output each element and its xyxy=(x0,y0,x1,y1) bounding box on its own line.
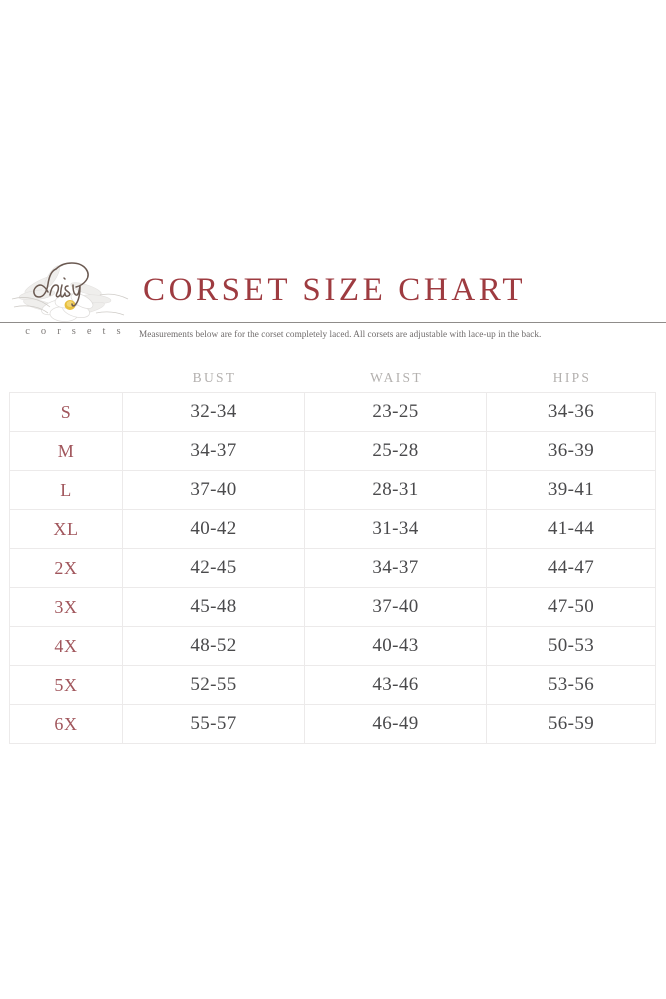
table-row: M 34-37 25-28 36-39 xyxy=(9,431,656,471)
cell-bust: 34-37 xyxy=(122,431,305,471)
cell-size: 6X xyxy=(9,704,123,744)
cell-hips: 53-56 xyxy=(486,665,656,705)
table-header: BUST WAIST HIPS xyxy=(10,363,656,393)
brand-wordmark: c o r s e t s xyxy=(25,326,125,337)
cell-waist: 23-25 xyxy=(304,392,487,432)
cell-bust: 37-40 xyxy=(122,470,305,510)
cell-size: M xyxy=(9,431,123,471)
cell-hips: 56-59 xyxy=(486,704,656,744)
column-header-waist: WAIST xyxy=(370,369,423,385)
cell-waist: 28-31 xyxy=(304,470,487,510)
cell-hips: 41-44 xyxy=(486,509,656,549)
cell-size: 4X xyxy=(9,626,123,666)
table-body: S 32-34 23-25 34-36 M 34-37 25-28 36-39 … xyxy=(9,392,656,744)
cell-waist: 37-40 xyxy=(304,587,487,627)
table-header-row: BUST WAIST HIPS xyxy=(10,363,656,393)
cell-size: 3X xyxy=(9,587,123,627)
size-chart-table: BUST WAIST HIPS S 32-34 23-25 34-36 M 34… xyxy=(9,363,656,744)
cell-hips: 34-36 xyxy=(486,392,656,432)
table-row: XL 40-42 31-34 41-44 xyxy=(9,509,656,549)
column-header-hips: HIPS xyxy=(552,369,592,385)
header-divider xyxy=(0,322,666,323)
cell-bust: 48-52 xyxy=(122,626,305,666)
table-row: S 32-34 23-25 34-36 xyxy=(9,392,656,432)
cell-waist: 46-49 xyxy=(304,704,487,744)
table-row: 4X 48-52 40-43 50-53 xyxy=(9,626,656,666)
cell-hips: 36-39 xyxy=(486,431,656,471)
table-row: 2X 42-45 34-37 44-47 xyxy=(9,548,656,588)
brand-logo: c o r s e t s xyxy=(4,255,134,355)
cell-waist: 25-28 xyxy=(304,431,487,471)
header-subtitle: Measurements below are for the corset co… xyxy=(139,329,542,339)
cell-size: S xyxy=(9,392,123,432)
table-row: L 37-40 28-31 39-41 xyxy=(9,470,656,510)
cell-bust: 55-57 xyxy=(122,704,305,744)
column-header-size xyxy=(10,363,123,393)
table-row: 6X 55-57 46-49 56-59 xyxy=(9,704,656,744)
page-title: CORSET SIZE CHART xyxy=(143,272,527,308)
cell-waist: 31-34 xyxy=(304,509,487,549)
size-chart-table-wrapper: BUST WAIST HIPS S 32-34 23-25 34-36 M 34… xyxy=(9,363,656,744)
cell-size: L xyxy=(9,470,123,510)
cell-hips: 50-53 xyxy=(486,626,656,666)
table-row: 3X 45-48 37-40 47-50 xyxy=(9,587,656,627)
table-row: 5X 52-55 43-46 53-56 xyxy=(9,665,656,705)
cell-hips: 39-41 xyxy=(486,470,656,510)
cell-hips: 47-50 xyxy=(486,587,656,627)
cell-size: 5X xyxy=(9,665,123,705)
cell-waist: 40-43 xyxy=(304,626,487,666)
cell-bust: 45-48 xyxy=(122,587,305,627)
cell-bust: 40-42 xyxy=(122,509,305,549)
cell-bust: 42-45 xyxy=(122,548,305,588)
daisy-flower-logo-icon xyxy=(4,255,134,327)
column-header-bust: BUST xyxy=(192,369,237,385)
cell-hips: 44-47 xyxy=(486,548,656,588)
masthead: c o r s e t s CORSET SIZE CHART Measurem… xyxy=(0,255,666,355)
cell-bust: 52-55 xyxy=(122,665,305,705)
cell-waist: 34-37 xyxy=(304,548,487,588)
cell-waist: 43-46 xyxy=(304,665,487,705)
cell-size: 2X xyxy=(9,548,123,588)
cell-bust: 32-34 xyxy=(122,392,305,432)
cell-size: XL xyxy=(9,509,123,549)
